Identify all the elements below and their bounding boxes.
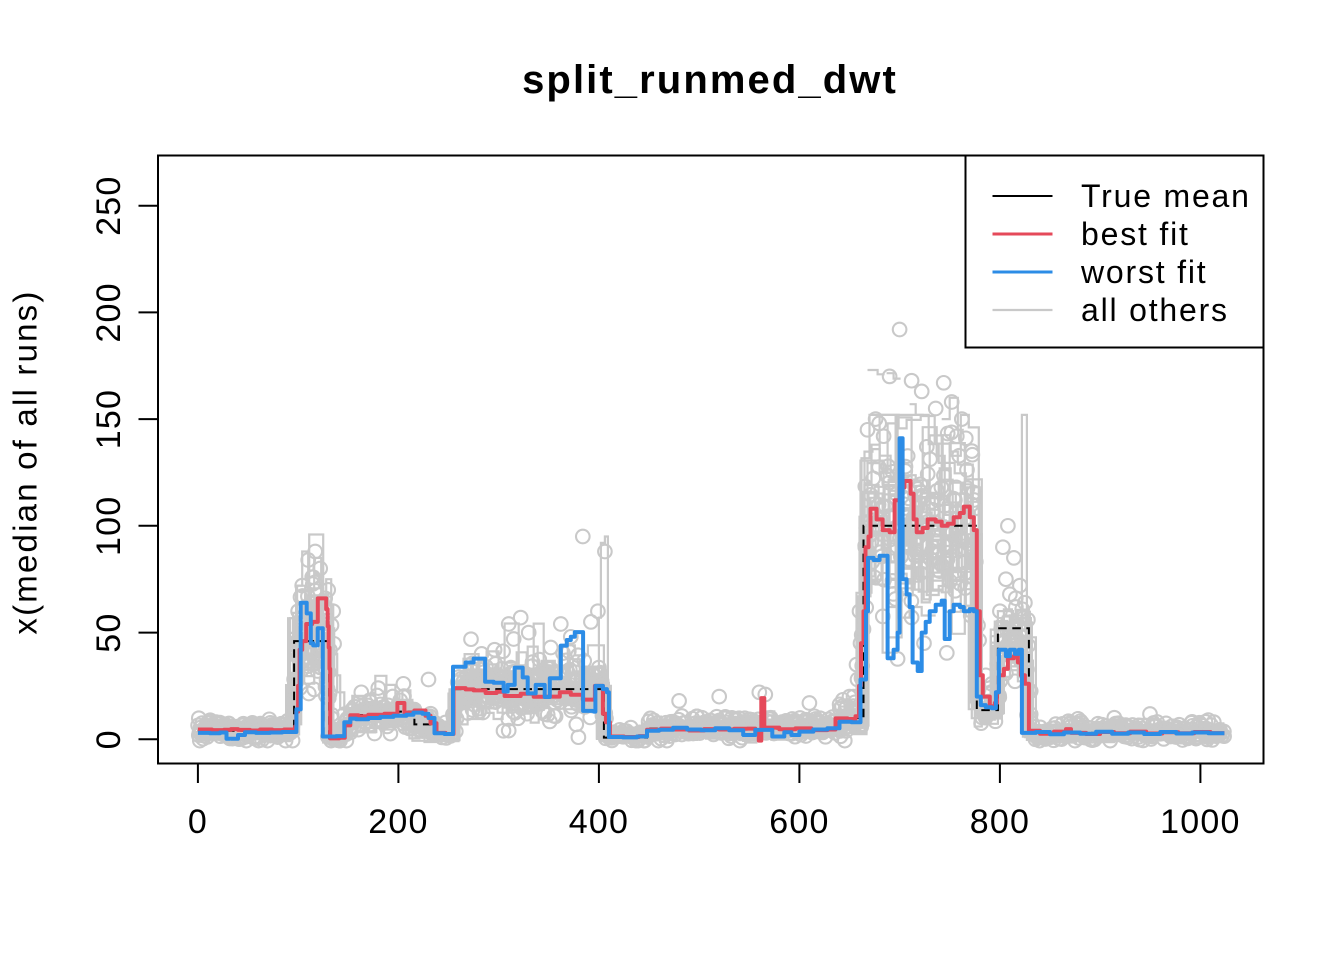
svg-text:0: 0 <box>188 803 208 841</box>
svg-text:600: 600 <box>769 803 829 841</box>
svg-text:all others: all others <box>1081 292 1229 328</box>
svg-text:1000: 1000 <box>1160 803 1240 841</box>
svg-text:200: 200 <box>368 803 428 841</box>
svg-text:400: 400 <box>569 803 629 841</box>
svg-text:best fit: best fit <box>1081 216 1190 252</box>
svg-text:worst fit: worst fit <box>1080 254 1207 290</box>
svg-text:800: 800 <box>970 803 1030 841</box>
svg-text:50: 50 <box>90 612 128 652</box>
svg-text:True mean: True mean <box>1081 178 1251 214</box>
svg-text:0: 0 <box>90 729 128 749</box>
svg-text:250: 250 <box>90 176 128 236</box>
svg-text:100: 100 <box>90 496 128 556</box>
svg-text:200: 200 <box>90 282 128 342</box>
svg-text:x(median of all runs): x(median of all runs) <box>7 289 44 634</box>
svg-text:split_runmed_dwt: split_runmed_dwt <box>522 58 898 102</box>
svg-text:150: 150 <box>90 389 128 449</box>
